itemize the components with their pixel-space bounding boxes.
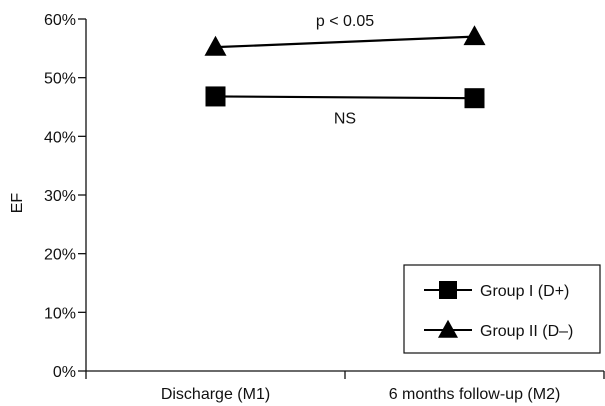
square-data-point <box>464 88 485 109</box>
square-data-point <box>205 86 226 107</box>
y-tick-label: 0% <box>53 364 76 381</box>
x-tick-label: 6 months follow-up (M2) <box>389 386 561 403</box>
significance-annotation: NS <box>334 110 356 127</box>
y-tick-label: 20% <box>44 247 76 264</box>
y-axis-label: EF <box>9 193 26 214</box>
legend-square-marker <box>439 281 457 299</box>
axes: 0% 10% 20% 30% 40% 50% 60% Discharge (M1) 6 mon… <box>9 12 605 403</box>
y-tick-label: 40% <box>44 129 76 146</box>
series-line <box>215 95 475 100</box>
triangle-data-point <box>463 25 486 46</box>
legend: Group I (D+) Group II (D–) <box>403 264 601 354</box>
series-group: NS <box>205 86 485 127</box>
series-line <box>215 35 475 49</box>
y-tick-label: 60% <box>44 12 76 29</box>
x-tick-label: Discharge (M1) <box>161 386 270 403</box>
y-tick-label: 10% <box>44 305 76 322</box>
legend-box <box>403 264 601 354</box>
significance-annotation: p < 0.05 <box>316 13 374 30</box>
series-group: p < 0.05 <box>204 13 486 56</box>
series-layer: NS p < 0.05 <box>204 13 486 127</box>
y-tick-label: 30% <box>44 188 76 205</box>
y-ticks: 0% 10% 20% 30% 40% 50% 60% <box>44 12 86 381</box>
legend-label: Group II (D–) <box>480 323 573 340</box>
y-tick-label: 50% <box>44 71 76 88</box>
legend-label: Group I (D+) <box>480 283 569 300</box>
triangle-data-point <box>204 35 227 56</box>
legend-triangle-marker <box>438 319 458 338</box>
x-ticks: Discharge (M1) 6 months follow-up (M2) <box>85 371 605 403</box>
